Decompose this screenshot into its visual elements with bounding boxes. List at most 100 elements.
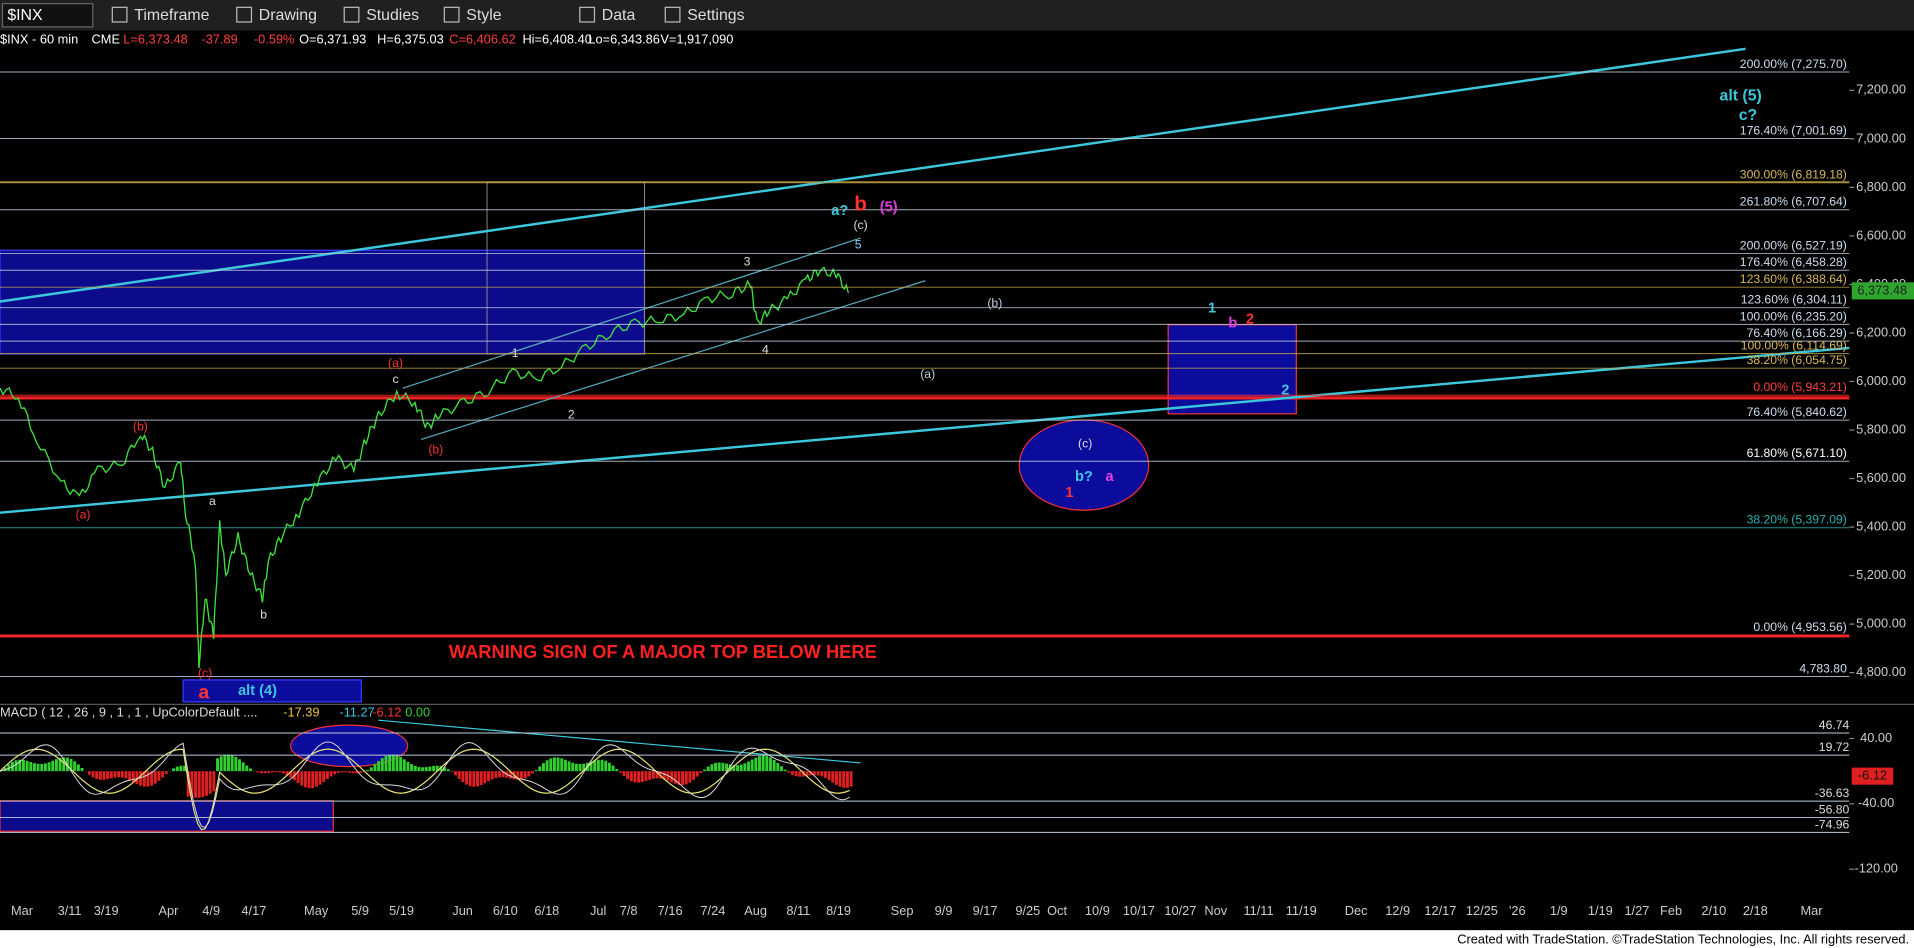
menu-item[interactable]: Data bbox=[602, 7, 636, 24]
macd-bar bbox=[523, 771, 527, 779]
menu-item[interactable]: Settings bbox=[687, 7, 744, 24]
macd-bar bbox=[355, 771, 359, 774]
macd-bar bbox=[516, 771, 520, 780]
macd-bar bbox=[673, 771, 677, 784]
macd-bar bbox=[128, 771, 132, 781]
wave-label: c bbox=[392, 372, 398, 386]
wave-label: 1 bbox=[512, 346, 519, 360]
menu-item[interactable]: Studies bbox=[366, 7, 419, 24]
x-tick-label: 11/19 bbox=[1286, 903, 1317, 918]
macd-bar bbox=[659, 771, 663, 779]
macd-bar bbox=[648, 771, 652, 780]
macd-bar bbox=[384, 755, 388, 772]
macd-bar bbox=[410, 764, 414, 772]
macd-bar bbox=[798, 771, 802, 777]
macd-bar bbox=[695, 771, 699, 777]
quote-field: O=6,371.93 bbox=[299, 32, 366, 47]
macd-bar bbox=[413, 765, 417, 772]
macd-bar bbox=[62, 757, 66, 772]
menu-icon[interactable] bbox=[443, 6, 460, 23]
macd-bar bbox=[197, 771, 201, 798]
macd-bar bbox=[501, 771, 505, 778]
macd-bar bbox=[117, 771, 121, 778]
menu-item[interactable]: Timeframe bbox=[134, 7, 209, 24]
macd-bar bbox=[618, 771, 622, 773]
menu-icon[interactable] bbox=[111, 6, 128, 23]
macd-tick-label: -120.00 bbox=[1854, 861, 1897, 876]
wave-label: (a) bbox=[76, 507, 91, 521]
menu-item[interactable]: Drawing bbox=[259, 7, 317, 24]
x-tick-label: '26 bbox=[1509, 903, 1526, 918]
macd-bar bbox=[373, 764, 377, 772]
macd-bar bbox=[439, 766, 443, 772]
channel-line bbox=[0, 346, 1850, 514]
macd-bar bbox=[212, 771, 216, 792]
x-tick-label: 9/17 bbox=[973, 903, 998, 918]
inner-channel bbox=[402, 237, 861, 389]
macd-bar bbox=[106, 771, 110, 780]
channel-line bbox=[0, 47, 1746, 303]
macd-bar bbox=[69, 758, 73, 772]
symbol-box[interactable] bbox=[1, 3, 94, 28]
macd-bar bbox=[223, 754, 227, 772]
macd-title: MACD ( 12 , 26 , 9 , 1 , 1 , UpColorDefa… bbox=[0, 704, 257, 719]
x-tick-label: 7/8 bbox=[620, 903, 638, 918]
macd-bar bbox=[651, 771, 655, 779]
wave-label: 2 bbox=[568, 407, 575, 421]
macd-bar bbox=[681, 771, 685, 786]
x-tick-label: 4/17 bbox=[241, 903, 266, 918]
macd-bar bbox=[421, 767, 425, 772]
macd-bar bbox=[190, 771, 194, 798]
macd-bar bbox=[175, 766, 179, 772]
macd-bar bbox=[476, 771, 479, 787]
macd-bar bbox=[314, 771, 318, 787]
macd-bar bbox=[622, 771, 626, 777]
fib-label: 76.40% (6,166.29) bbox=[1747, 326, 1847, 340]
macd-bar bbox=[311, 771, 315, 789]
macd-bar bbox=[256, 771, 260, 773]
x-tick-label: Dec bbox=[1345, 903, 1368, 918]
macd-bar bbox=[91, 771, 95, 778]
wave-label: b bbox=[260, 607, 267, 621]
macd-bar bbox=[428, 766, 432, 772]
macd-bar bbox=[717, 762, 721, 772]
menu-icon[interactable] bbox=[579, 6, 596, 23]
macd-level-label: -36.63 bbox=[1815, 786, 1850, 800]
target-ellipse bbox=[1018, 419, 1150, 511]
fib-label: 0.00% (4,953.56) bbox=[1753, 620, 1847, 634]
x-tick-label: 4/9 bbox=[202, 903, 220, 918]
macd-bar bbox=[527, 771, 531, 777]
macd-bar bbox=[765, 755, 769, 772]
macd-bar bbox=[670, 771, 674, 783]
macd-bar bbox=[633, 771, 637, 783]
menu-icon[interactable] bbox=[343, 6, 360, 23]
macd-bar bbox=[318, 771, 322, 785]
last-price-box bbox=[1851, 282, 1914, 300]
last-price: 6,373.48 bbox=[1857, 282, 1907, 297]
symbol[interactable]: $INX bbox=[7, 7, 43, 24]
macd-zone bbox=[0, 800, 334, 832]
macd-bar bbox=[732, 765, 736, 772]
wave-label: (b) bbox=[428, 443, 443, 457]
wave-label: b bbox=[1228, 315, 1237, 331]
menu-icon[interactable] bbox=[664, 6, 681, 23]
macd-bar bbox=[150, 771, 154, 786]
macd-bar bbox=[274, 771, 278, 773]
wave-label: (c) bbox=[1078, 437, 1092, 451]
macd-bar bbox=[366, 769, 370, 772]
x-tick-label: 12/9 bbox=[1385, 903, 1410, 918]
x-tick-label: 2/10 bbox=[1701, 903, 1726, 918]
menu-item[interactable]: Style bbox=[466, 7, 501, 24]
macd-bar bbox=[402, 759, 406, 772]
macd-bar bbox=[834, 771, 838, 785]
macd-bar bbox=[831, 771, 835, 783]
menu-icon[interactable] bbox=[236, 6, 253, 23]
y-tick-label: 5,200.00 bbox=[1856, 567, 1906, 582]
macd-bar bbox=[538, 766, 542, 772]
macd-bar bbox=[604, 760, 608, 772]
quote-field: $INX - 60 min bbox=[0, 32, 78, 47]
macd-bar bbox=[369, 767, 373, 772]
macd-bar bbox=[172, 768, 176, 772]
quote-field: H=6,375.03 bbox=[377, 32, 444, 47]
